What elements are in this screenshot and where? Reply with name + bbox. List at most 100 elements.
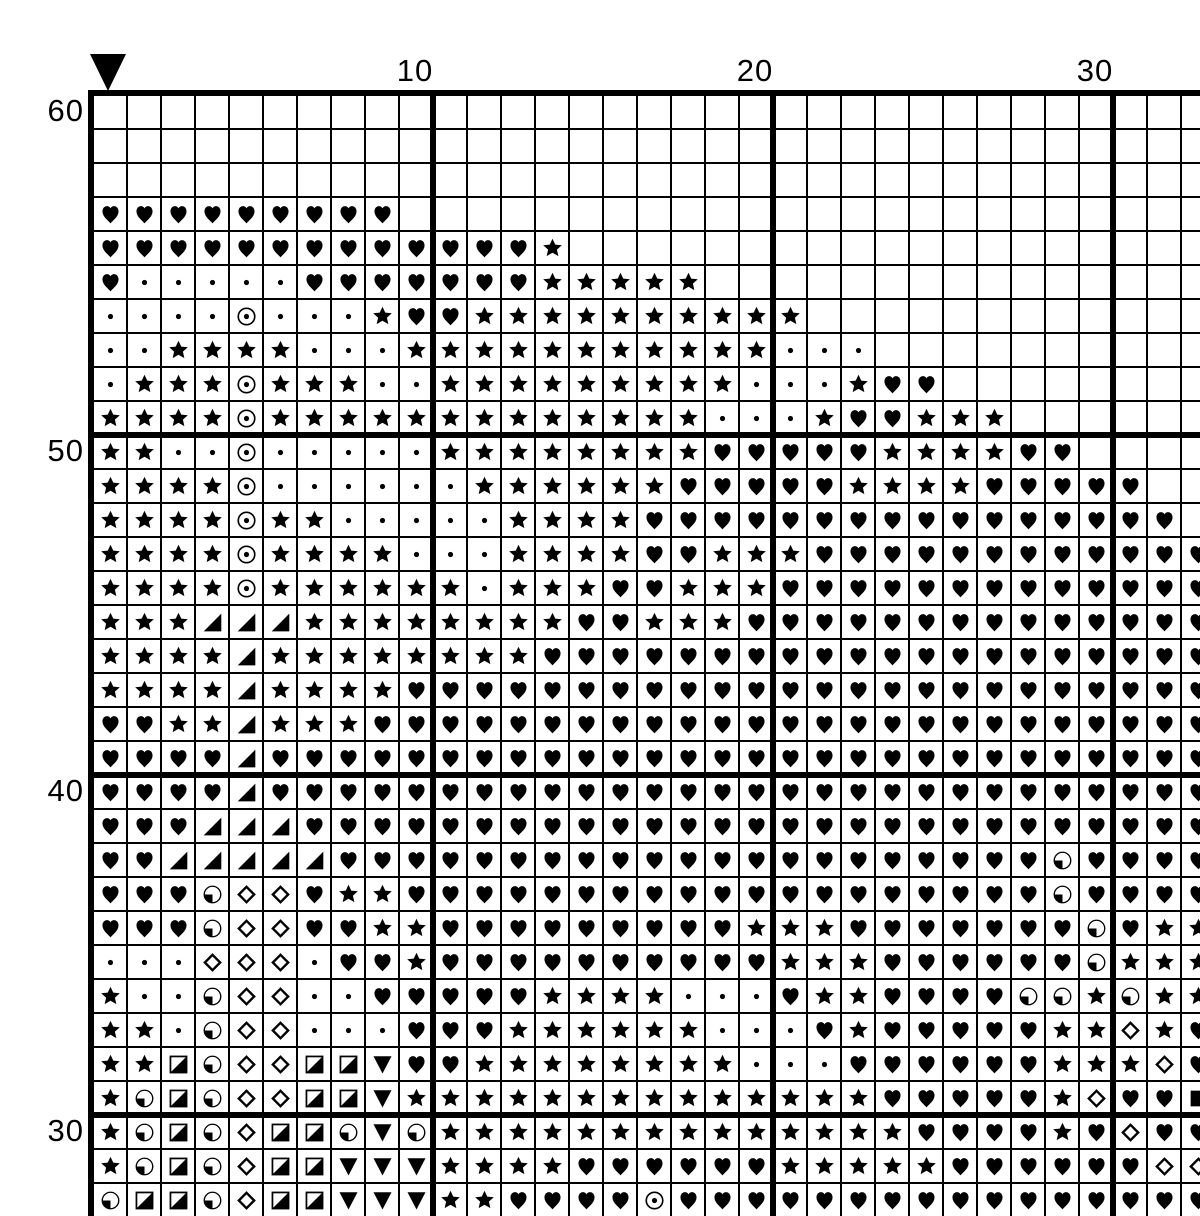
star-icon bbox=[507, 611, 530, 634]
cell-heart bbox=[332, 198, 364, 230]
cell-heart bbox=[604, 810, 636, 842]
cell-dot bbox=[298, 300, 330, 332]
heart-icon bbox=[1017, 441, 1040, 464]
cell-empty bbox=[740, 164, 772, 196]
star-icon bbox=[609, 441, 632, 464]
heart-icon bbox=[949, 1019, 972, 1042]
diamond-icon bbox=[1153, 1155, 1176, 1178]
cell-star bbox=[400, 334, 432, 366]
cell-dot bbox=[808, 1048, 840, 1080]
star-icon bbox=[371, 543, 394, 566]
cell-star bbox=[264, 504, 296, 536]
cell-heart bbox=[1046, 470, 1078, 502]
cell-star bbox=[1046, 1116, 1078, 1148]
cell-empty bbox=[1080, 130, 1112, 162]
star-icon bbox=[303, 543, 326, 566]
heart-icon bbox=[915, 577, 938, 600]
star-icon bbox=[439, 1087, 462, 1110]
star-icon bbox=[269, 679, 292, 702]
cell-empty bbox=[196, 164, 228, 196]
star-icon bbox=[575, 339, 598, 362]
cell-heart bbox=[502, 776, 534, 808]
cell-heart bbox=[570, 844, 602, 876]
cell-heart bbox=[944, 1116, 976, 1148]
corner-triangle-icon bbox=[269, 849, 292, 872]
dot-icon bbox=[813, 339, 836, 362]
star-icon bbox=[745, 917, 768, 940]
cell-heart bbox=[1182, 776, 1200, 808]
cell-heart bbox=[570, 606, 602, 638]
diamond-icon bbox=[201, 951, 224, 974]
heart-icon bbox=[1119, 645, 1142, 668]
cell-diamond-outline bbox=[264, 1014, 296, 1046]
heart-icon bbox=[1187, 781, 1200, 804]
cell-heart bbox=[978, 912, 1010, 944]
cell-star bbox=[604, 504, 636, 536]
cell-heart bbox=[978, 708, 1010, 740]
cell-corner-triangle-lower-right bbox=[230, 640, 262, 672]
cell-circle-quarter-lower-left bbox=[94, 1184, 126, 1216]
cell-star bbox=[196, 640, 228, 672]
cell-dot bbox=[128, 980, 160, 1012]
heart-icon bbox=[405, 305, 428, 328]
cell-star bbox=[876, 1150, 908, 1182]
cell-square-half-lower-right bbox=[162, 1048, 194, 1080]
cell-star bbox=[774, 300, 806, 332]
corner-triangle-icon bbox=[201, 611, 224, 634]
cell-heart bbox=[1148, 504, 1180, 536]
heart-icon bbox=[575, 883, 598, 906]
heart-icon bbox=[1051, 781, 1074, 804]
cell-heart bbox=[1012, 946, 1044, 978]
heart-icon bbox=[847, 883, 870, 906]
cell-diamond-outline bbox=[264, 878, 296, 910]
diamond-icon bbox=[269, 951, 292, 974]
heart-icon bbox=[133, 237, 156, 260]
cell-star bbox=[774, 538, 806, 570]
cell-heart bbox=[128, 708, 160, 740]
cell-empty bbox=[774, 96, 806, 128]
cell-empty bbox=[638, 96, 670, 128]
cell-square-half-lower-right bbox=[332, 1048, 364, 1080]
cell-heart bbox=[740, 504, 772, 536]
cell-heart bbox=[638, 708, 670, 740]
heart-icon bbox=[1017, 1121, 1040, 1144]
cell-heart bbox=[1148, 572, 1180, 604]
star-icon bbox=[99, 679, 122, 702]
heart-icon bbox=[949, 985, 972, 1008]
cell-empty bbox=[672, 198, 704, 230]
cell-heart bbox=[162, 878, 194, 910]
cell-star bbox=[672, 1082, 704, 1114]
cell-star bbox=[400, 606, 432, 638]
cell-heart bbox=[196, 232, 228, 264]
heart-icon bbox=[1119, 1087, 1142, 1110]
heart-icon bbox=[371, 781, 394, 804]
cell-heart bbox=[876, 810, 908, 842]
cell-star bbox=[536, 1150, 568, 1182]
star-icon bbox=[779, 543, 802, 566]
cell-empty bbox=[468, 164, 500, 196]
cell-heart bbox=[910, 776, 942, 808]
cell-heart bbox=[842, 708, 874, 740]
cell-star bbox=[1148, 980, 1180, 1012]
star-icon bbox=[507, 543, 530, 566]
cell-star bbox=[672, 436, 704, 468]
star-icon bbox=[201, 577, 224, 600]
star-icon bbox=[167, 577, 190, 600]
heart-icon bbox=[847, 713, 870, 736]
cell-heart bbox=[502, 232, 534, 264]
star-icon bbox=[575, 373, 598, 396]
heart-icon bbox=[1119, 849, 1142, 872]
heart-icon bbox=[133, 781, 156, 804]
cell-empty bbox=[910, 130, 942, 162]
cell-star bbox=[638, 300, 670, 332]
quarter-circle-icon bbox=[99, 1189, 122, 1212]
cell-star bbox=[672, 572, 704, 604]
cell-circle-quarter-lower-left bbox=[1046, 878, 1078, 910]
cell-heart bbox=[842, 674, 874, 706]
cell-dot bbox=[332, 436, 364, 468]
cell-star bbox=[706, 1082, 738, 1114]
cell-dot bbox=[196, 436, 228, 468]
heart-icon bbox=[881, 611, 904, 634]
star-icon bbox=[99, 509, 122, 532]
heart-icon bbox=[609, 917, 632, 940]
